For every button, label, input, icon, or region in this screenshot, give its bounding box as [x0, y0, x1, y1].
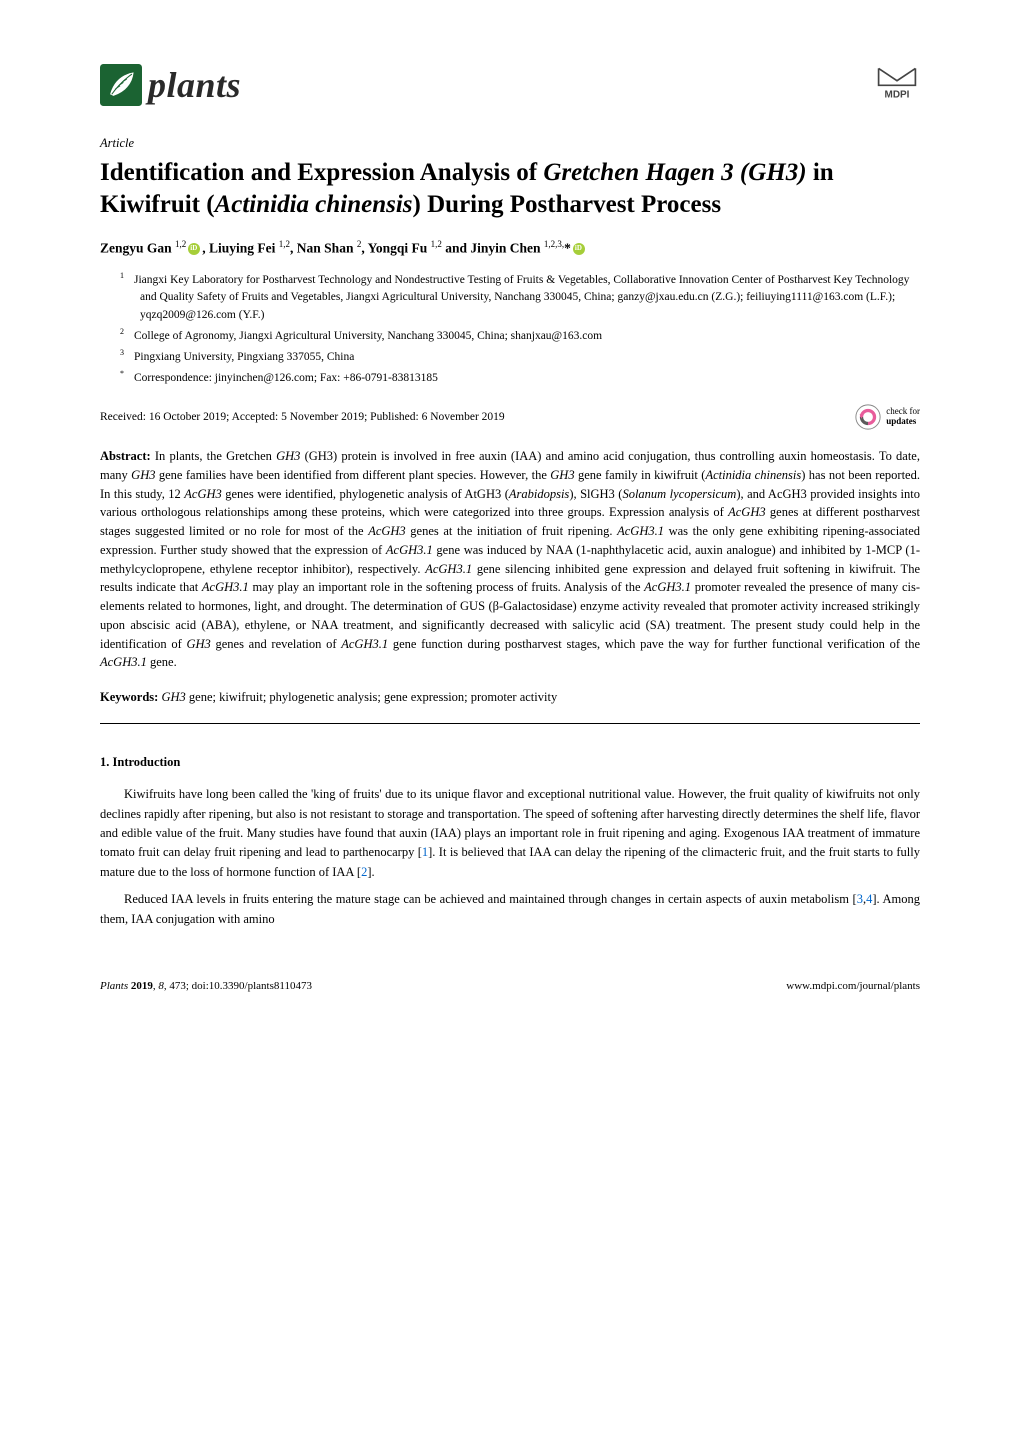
footer-url: www.mdpi.com/journal/plants [786, 979, 920, 994]
section-divider [100, 723, 920, 724]
affiliation-item: * Correspondence: jinyinchen@126.com; Fax… [120, 368, 920, 387]
journal-logo: plants [100, 60, 241, 110]
keywords-block: Keywords: GH3 gene; kiwifruit; phylogene… [100, 688, 920, 707]
check-line2: updates [886, 417, 920, 427]
article-title: Identification and Expression Analysis o… [100, 157, 920, 222]
affiliation-num: 3 [120, 348, 124, 357]
abstract-block: Abstract: In plants, the Gretchen GH3 (G… [100, 447, 920, 672]
abstract-text: In plants, the Gretchen GH3 (GH3) protei… [100, 449, 920, 669]
affiliation-text: Correspondence: jinyinchen@126.com; Fax:… [134, 372, 438, 384]
publication-dates: Received: 16 October 2019; Accepted: 5 N… [100, 409, 505, 425]
affiliation-num: * [120, 369, 124, 378]
affiliation-text: Pingxiang University, Pingxiang 337055, … [134, 351, 354, 363]
mdpi-icon: MDPI [874, 60, 920, 106]
publisher-logo: MDPI [874, 60, 920, 106]
authors-line: Zengyu Gan 1,2, Liuying Fei 1,2, Nan Sha… [100, 238, 920, 258]
abstract-label: Abstract: [100, 449, 151, 463]
affiliation-text: College of Agronomy, Jiangxi Agricultura… [134, 330, 602, 342]
keywords-label: Keywords: [100, 690, 158, 704]
page-header: plants MDPI [100, 60, 920, 110]
journal-name: plants [148, 60, 241, 110]
footer-citation: Plants 2019, 8, 473; doi:10.3390/plants8… [100, 979, 312, 994]
plants-leaf-icon [100, 64, 142, 106]
check-updates-icon [854, 403, 882, 431]
check-updates-text: check for updates [886, 407, 920, 427]
page-footer: Plants 2019, 8, 473; doi:10.3390/plants8… [100, 979, 920, 994]
svg-text:MDPI: MDPI [885, 90, 910, 101]
affiliation-item: 3 Pingxiang University, Pingxiang 337055,… [120, 347, 920, 366]
affiliations-block: 1 Jiangxi Key Laboratory for Postharvest … [100, 270, 920, 387]
affiliation-item: 1 Jiangxi Key Laboratory for Postharvest … [120, 270, 920, 324]
affiliation-num: 1 [120, 271, 124, 280]
keywords-text: GH3 gene; kiwifruit; phylogenetic analys… [161, 690, 557, 704]
article-type: Article [100, 135, 920, 153]
section-heading-intro: 1. Introduction [100, 754, 920, 772]
affiliation-text: Jiangxi Key Laboratory for Postharvest T… [134, 274, 909, 321]
affiliation-item: 2 College of Agronomy, Jiangxi Agricultur… [120, 326, 920, 345]
intro-para-1: Kiwifruits have long been called the 'ki… [100, 785, 920, 882]
dates-row: Received: 16 October 2019; Accepted: 5 N… [100, 403, 920, 431]
affiliation-num: 2 [120, 327, 124, 336]
intro-para-2: Reduced IAA levels in fruits entering th… [100, 890, 920, 929]
check-for-updates[interactable]: check for updates [854, 403, 920, 431]
